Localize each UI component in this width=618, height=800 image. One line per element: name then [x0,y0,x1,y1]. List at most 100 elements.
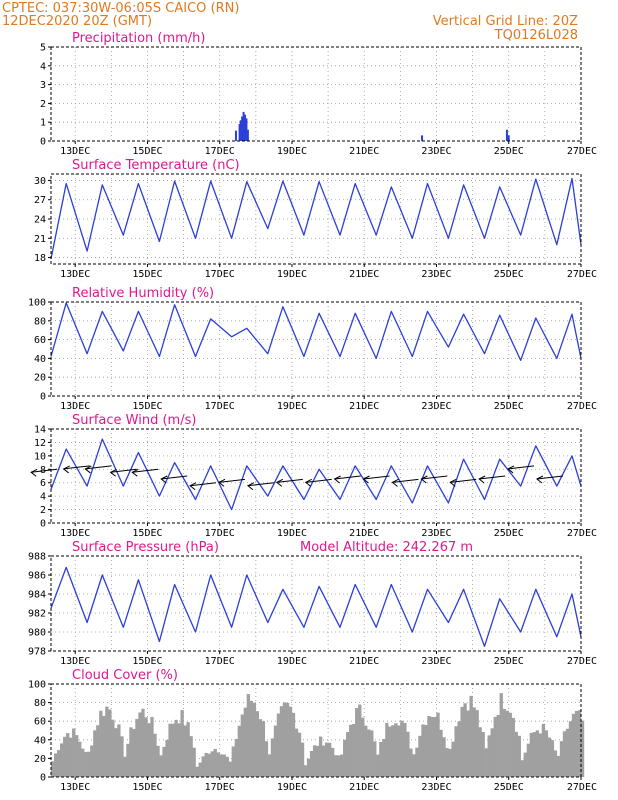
x-tick-label: 27DEC [567,528,597,539]
x-tick-label: 21DEC [349,528,379,539]
cloud-bar [69,737,73,777]
wind-arrow-head [362,475,370,484]
cloud-bar [186,722,190,777]
wind-arrow-head [246,482,255,491]
cloud-bar [481,732,485,777]
cloud-bar [556,755,561,777]
cloud-bar [355,708,359,777]
pressure-series-line [50,566,582,647]
cloud-bar [466,710,470,777]
cloud-bar [222,754,226,777]
cloud-bar [300,742,305,777]
x-tick-label: 25DEC [494,782,524,793]
cloud-bar [126,743,130,777]
cloud-bar [309,750,314,777]
cloud-bar [409,748,413,777]
cloud-bar [183,725,187,777]
wind-arrow [392,478,419,483]
y-tick-label: 20 [34,373,46,384]
cloud-bar [463,703,467,777]
x-tick-label: 27DEC [567,146,597,157]
y-tick-label: 986 [28,571,46,582]
wind-arrow-head [304,478,312,487]
cloud-bar [57,750,61,777]
plot-frame [50,428,582,524]
cloud-bar [346,731,350,777]
cloud-bar [385,722,389,777]
y-tick-label: 60 [34,717,46,728]
cloud-bar [261,721,266,777]
cloud-bar [51,761,55,777]
cloud-bar [439,729,443,777]
cloud-bar [63,736,67,777]
cloud-bar [219,754,223,777]
x-tick-label: 23DEC [421,528,451,539]
cloud-bar [315,745,320,777]
wind-arrow [161,475,188,480]
cloud-bar [370,730,374,777]
header-code: TQ0126L028 [494,28,578,43]
cloud-bar [201,756,205,777]
plot-frame [50,46,582,142]
y-tick-label: 988 [28,552,46,563]
wind-arrow-head [62,465,70,474]
cloud-bar [454,726,458,777]
x-tick-label: 19DEC [277,401,307,412]
cloud-bar [382,738,386,777]
panel-cloud: 0 20 40 60 80 100 13DEC 15DEC 17DEC 19DEC 21DEC 23D… [28,668,597,793]
cloud-bar [252,702,257,777]
y-tick-label: 30 [34,176,46,187]
wind-arrow [31,468,58,473]
panel-title: Surface Temperature (nC) [72,158,240,173]
x-tick-label: 27DEC [567,656,597,667]
cloud-bar [297,732,302,777]
x-tick-label: 21DEC [349,401,379,412]
cloud-bar [294,728,299,777]
cloud-bar [379,742,383,777]
cloud-bar [192,747,196,777]
wind-arrow [85,465,112,470]
wind-arrow [63,465,90,470]
y-tick-label: 978 [28,647,46,658]
cloud-bar [258,719,263,777]
cloud-bar [499,693,503,777]
cloud-bar [517,735,521,777]
panel-title: Relative Humidity (%) [72,286,214,301]
y-tick-label: 80 [34,316,46,327]
y-tick-label: 982 [28,609,46,620]
precip-bar [234,130,237,141]
cloud-bar [448,748,452,777]
x-tick-label: 25DEC [494,269,524,280]
precip-bar [244,114,247,141]
wind-arrow-head [218,478,226,487]
cloud-bar [234,738,238,777]
x-tick-label: 19DEC [277,528,307,539]
cloud-bar [520,760,524,777]
y-tick-label: 100 [28,298,46,309]
cloud-bar [225,756,229,777]
panel-rh: 0 20 40 60 80 100 13DEC 15DEC 17DEC 19DEC 21DEC 23D… [28,286,597,412]
cloud-bar [159,755,163,777]
y-tick-label: 60 [34,335,46,346]
y-tick-label: 2 [40,99,46,110]
wind-arrow [450,478,477,483]
wind-arrow-head [536,475,544,484]
cloud-bar [162,746,166,777]
wind-arrow-head [333,475,341,484]
cloud-bar [553,750,558,777]
y-tick-label: 18 [34,253,46,264]
y-tick-label: 980 [28,628,46,639]
cloud-bar [388,726,392,777]
rh-series-line [50,302,582,361]
y-tick-label: 21 [34,234,46,245]
cloud-bar [138,712,142,777]
cloud-bar [403,722,407,777]
y-tick-label: 0 [40,392,46,403]
cloud-bar [195,766,199,777]
cloud-bar [312,745,317,777]
x-tick-label: 25DEC [494,528,524,539]
y-tick-label: 4 [40,61,46,72]
wind-arrow [536,475,563,480]
y-tick-label: 0 [40,137,46,148]
precip-bar [245,118,248,141]
